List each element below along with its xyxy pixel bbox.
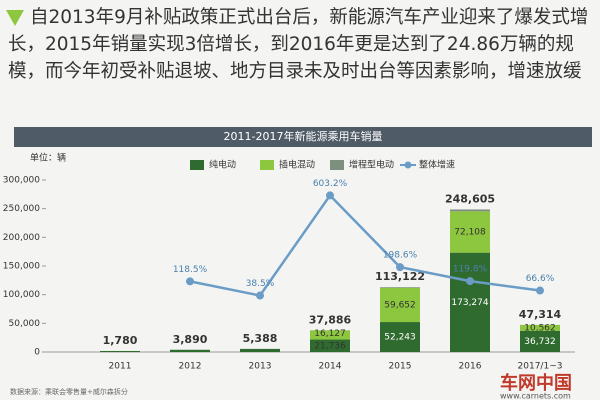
growth-line	[189, 193, 541, 297]
logo-url: www.carnets.com	[500, 392, 571, 400]
bar-segment	[310, 330, 350, 340]
growth-point	[536, 286, 544, 295]
x-tick-label: 2016	[459, 362, 482, 372]
total-label: 248,605	[445, 192, 495, 205]
growth-point	[396, 263, 404, 272]
bar-value-label: 59,652	[384, 300, 416, 310]
x-tick-label: 2017/1~3	[518, 362, 563, 372]
y-tick-label: 100,000	[3, 290, 40, 300]
bar-value-label: 16,127	[314, 329, 346, 339]
bar-segment	[450, 211, 490, 253]
bar-segment	[520, 324, 560, 331]
legend-swatch	[190, 160, 204, 170]
x-tick-label: 2011	[109, 362, 132, 372]
bar-value-label: 10,562	[524, 323, 556, 333]
bar	[100, 350, 140, 352]
bar-segment	[450, 209, 490, 212]
y-tick-label: 250,000	[3, 204, 40, 214]
x-tick-label: 2014	[319, 362, 342, 372]
legend-swatch	[260, 160, 274, 170]
x-tick-label: 2015	[389, 362, 412, 372]
bar-segment	[520, 330, 560, 352]
bar-value-label: 52,243	[384, 333, 416, 343]
growth-label: 66.6%	[526, 274, 555, 284]
total-label: 3,890	[173, 333, 208, 346]
legend-label: 增程型电动	[349, 159, 394, 171]
total-label: 47,314	[519, 308, 562, 321]
growth-point	[466, 277, 474, 286]
bar-value-label: 36,732	[524, 337, 556, 347]
growth-label: 198.6%	[383, 251, 418, 261]
total-label: 5,388	[243, 332, 278, 345]
bar	[170, 349, 210, 352]
logo-text: 车网中国	[500, 372, 572, 394]
growth-label: 603.2%	[313, 179, 348, 189]
legend-swatch	[330, 160, 344, 170]
growth-point	[186, 277, 194, 286]
total-label: 113,122	[375, 270, 425, 283]
growth-label: 118.5%	[173, 265, 208, 275]
title-bar	[14, 127, 592, 147]
growth-label: 38.5%	[246, 279, 275, 289]
bar-value-label: 21,736	[314, 342, 346, 352]
growth-label: 119.8%	[453, 265, 488, 275]
legend-label: 纯电动	[209, 159, 236, 171]
chart-title: 2011-2017年新能源乘用车销量	[224, 129, 383, 143]
y-tick-label: 200,000	[3, 233, 40, 243]
bar	[240, 348, 280, 352]
bar-segment	[450, 252, 490, 352]
x-tick-label: 2013	[249, 362, 272, 372]
y-tick-label: 0	[34, 348, 40, 358]
growth-point	[326, 191, 334, 200]
total-label: 37,886	[309, 313, 352, 326]
legend-label: 插电混动	[279, 159, 315, 171]
total-label: 1,780	[103, 334, 138, 347]
growth-point	[256, 291, 264, 300]
unit-label: 单位：辆	[30, 152, 66, 164]
bar-value-label: 173,274	[451, 298, 488, 308]
y-tick-label: 150,000	[3, 262, 40, 272]
y-tick-label: 300,000	[3, 176, 40, 186]
intro-paragraph: 自2013年9月补贴政策正式出台后，新能源汽车产业迎来了爆发式增长，2015年销…	[8, 7, 589, 82]
bullet-icon	[6, 10, 24, 26]
legend-swatch	[404, 161, 412, 169]
source-note: 数据来源：乘联会零售量+威尔森拆分	[10, 387, 128, 396]
bar-segment	[310, 339, 350, 352]
intro-text: 自2013年9月补贴政策正式出台后，新能源汽车产业迎来了爆发式增长，2015年销…	[8, 4, 593, 85]
bar-segment	[380, 322, 420, 352]
legend-label: 整体增速	[419, 159, 455, 171]
bar-segment	[380, 287, 420, 288]
bar-segment	[380, 287, 420, 323]
x-tick-label: 2012	[179, 362, 202, 372]
y-tick-label: 50,000	[9, 319, 41, 329]
bar-value-label: 72,108	[454, 227, 486, 237]
